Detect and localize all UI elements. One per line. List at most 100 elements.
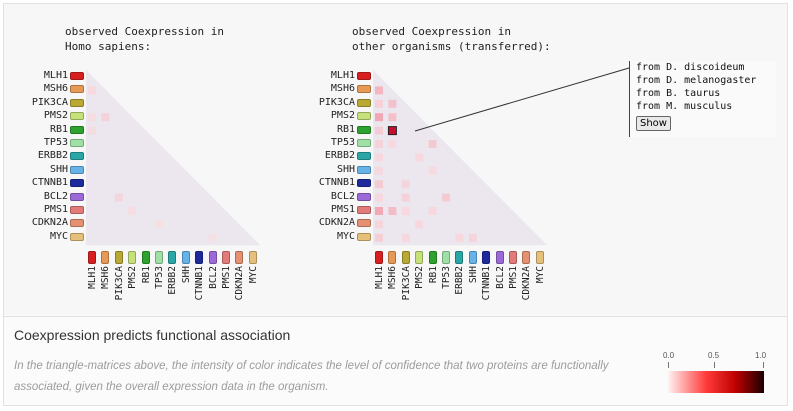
- row-label-msh6: MSH6: [330, 83, 355, 95]
- row-node-rb1[interactable]: [70, 125, 84, 134]
- row-label-pms1: PMS1: [330, 204, 355, 215]
- row-node-msh6[interactable]: [357, 85, 371, 94]
- matrix-cell: [114, 193, 123, 202]
- row-label-erbb2: ERBB2: [324, 150, 355, 162]
- section-title: Coexpression predicts functional associa…: [14, 327, 291, 343]
- row-node-shh[interactable]: [357, 165, 371, 174]
- row-node-tp53[interactable]: [357, 139, 371, 147]
- row-label-mlh1: MLH1: [43, 70, 68, 81]
- col-node-mlh1[interactable]: [375, 251, 383, 264]
- row-node-rb1[interactable]: [357, 125, 371, 134]
- row-node-pik3ca[interactable]: [70, 98, 84, 107]
- row-node-cdkn2a[interactable]: [357, 219, 371, 228]
- row-node-cdkn2a[interactable]: [70, 219, 84, 228]
- matrix-cell: [375, 220, 383, 229]
- col-node-shh[interactable]: [181, 251, 190, 264]
- row-node-pms2[interactable]: [70, 112, 84, 121]
- row-label-cdkn2a: CDKN2A: [318, 217, 355, 229]
- col-node-pms1[interactable]: [509, 251, 517, 264]
- row-label-pms2: PMS2: [330, 110, 355, 122]
- tooltip-line: from D. melanogaster: [636, 75, 757, 86]
- col-node-mlh1[interactable]: [88, 251, 96, 264]
- matrix-cell: [388, 113, 397, 122]
- row-label-msh6: MSH6: [43, 83, 68, 95]
- row-node-ctnnb1[interactable]: [357, 179, 371, 188]
- matrix-cell: [375, 180, 383, 189]
- row-node-pms2[interactable]: [357, 112, 371, 121]
- row-label-rb1: RB1: [336, 123, 355, 135]
- matrix-cell: [388, 207, 397, 215]
- row-node-erbb2[interactable]: [70, 152, 84, 161]
- matrix-cell: [401, 233, 410, 242]
- row-label-pik3ca: PIK3CA: [31, 96, 68, 108]
- row-node-msh6[interactable]: [70, 85, 84, 94]
- col-node-cdkn2a[interactable]: [522, 251, 531, 264]
- col-node-ctnnb1[interactable]: [195, 251, 204, 264]
- col-node-ctnnb1[interactable]: [482, 251, 491, 264]
- row-label-bcl2: BCL2: [43, 190, 68, 202]
- matrix-cell: [375, 140, 383, 148]
- row-label-shh: SHH: [49, 163, 68, 175]
- row-label-myc: MYC: [336, 230, 355, 242]
- row-node-erbb2[interactable]: [357, 152, 371, 161]
- row-label-shh: SHH: [336, 163, 355, 175]
- col-node-msh6[interactable]: [101, 251, 110, 264]
- col-node-rb1[interactable]: [428, 251, 437, 264]
- matrix-cell: [388, 99, 397, 108]
- col-node-tp53[interactable]: [442, 251, 450, 264]
- matrix-cell: [375, 86, 383, 95]
- row-node-bcl2[interactable]: [357, 192, 371, 201]
- col-node-msh6[interactable]: [388, 251, 397, 264]
- col-node-pms2[interactable]: [128, 251, 137, 264]
- row-node-myc[interactable]: [357, 232, 371, 241]
- row-label-pms2: PMS2: [43, 110, 68, 122]
- matrix-cell: [375, 126, 383, 135]
- legend-tick-mark: [763, 362, 764, 368]
- coexpression-source-tooltip: from D. discoideum from D. melanogaster …: [629, 61, 776, 137]
- row-node-pms1[interactable]: [357, 206, 371, 214]
- row-node-myc[interactable]: [70, 232, 84, 241]
- col-node-rb1[interactable]: [141, 251, 150, 264]
- col-node-bcl2[interactable]: [495, 251, 504, 264]
- row-node-shh[interactable]: [70, 165, 84, 174]
- row-node-mlh1[interactable]: [70, 72, 84, 80]
- row-label-ctnnb1: CTNNB1: [31, 177, 68, 189]
- col-node-pms1[interactable]: [222, 251, 230, 264]
- matrix-cell: [415, 153, 424, 162]
- matrix-cell: [88, 86, 96, 95]
- matrix-cell: [375, 193, 383, 202]
- row-label-cdkn2a: CDKN2A: [31, 217, 68, 229]
- show-button[interactable]: Show: [636, 116, 671, 131]
- matrix-cell: [101, 113, 110, 122]
- row-label-tp53: TP53: [330, 137, 355, 148]
- col-node-shh[interactable]: [468, 251, 477, 264]
- row-node-pms1[interactable]: [70, 206, 84, 214]
- matrix-cell: [387, 126, 397, 136]
- col-node-pms2[interactable]: [415, 251, 424, 264]
- col-node-cdkn2a[interactable]: [235, 251, 244, 264]
- row-node-tp53[interactable]: [70, 139, 84, 147]
- col-node-erbb2[interactable]: [168, 251, 177, 264]
- left-matrix-title: observed Coexpression in Homo sapiens:: [65, 25, 224, 53]
- matrix-cell: [388, 140, 397, 148]
- col-node-bcl2[interactable]: [208, 251, 217, 264]
- legend-tick-mark: [668, 362, 669, 368]
- col-node-pik3ca[interactable]: [401, 251, 410, 264]
- matrix-cell: [401, 193, 410, 202]
- col-node-erbb2[interactable]: [455, 251, 464, 264]
- matrix-cell: [375, 166, 383, 175]
- row-label-ctnnb1: CTNNB1: [318, 177, 355, 189]
- tooltip-line: from M. musculus: [636, 101, 733, 112]
- section-description: In the triangle-matrices above, the inte…: [14, 360, 609, 393]
- row-node-ctnnb1[interactable]: [70, 179, 84, 188]
- col-node-myc[interactable]: [535, 251, 544, 264]
- col-node-tp53[interactable]: [155, 251, 163, 264]
- row-node-mlh1[interactable]: [357, 72, 371, 80]
- col-node-pik3ca[interactable]: [114, 251, 123, 264]
- matrix-cell: [375, 233, 383, 242]
- tooltip-line: from D. discoideum: [636, 62, 745, 73]
- row-node-bcl2[interactable]: [70, 192, 84, 201]
- row-node-pik3ca[interactable]: [357, 98, 371, 107]
- col-node-myc[interactable]: [248, 251, 257, 264]
